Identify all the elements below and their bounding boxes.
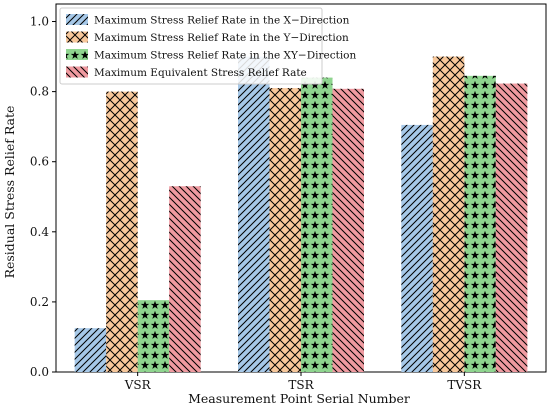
bar-vsr-series-1 bbox=[74, 328, 107, 372]
legend-label: Maximum Stress Relief Rate in the Y−Dire… bbox=[94, 32, 349, 44]
bar-vsr-series-4 bbox=[169, 186, 201, 372]
legend-label: Maximum Stress Relief Rate in the X−Dire… bbox=[94, 15, 350, 27]
bar-hatch bbox=[432, 56, 465, 372]
legend-label: Maximum Equivalent Stress Relief Rate bbox=[94, 67, 307, 79]
bar-tvsr-series-3 bbox=[464, 75, 496, 372]
bar-hatch bbox=[106, 91, 138, 372]
legend-swatch-hatch bbox=[66, 49, 88, 60]
legend-entry: Maximum Stress Relief Rate in the Y−Dire… bbox=[66, 31, 349, 44]
bar-hatch bbox=[74, 328, 107, 372]
bar-hatch bbox=[332, 88, 364, 372]
bar-vsr-series-2 bbox=[106, 91, 138, 372]
legend-swatch-hatch bbox=[66, 31, 88, 43]
bar-tvsr-series-4 bbox=[495, 83, 528, 372]
y-tick-label: 0.4 bbox=[30, 225, 49, 239]
x-tick-label: TVSR bbox=[447, 378, 482, 392]
x-tick-label: VSR bbox=[124, 378, 152, 392]
bar-hatch bbox=[238, 56, 270, 372]
legend-swatch-hatch bbox=[66, 66, 88, 78]
bar-tvsr-series-1 bbox=[401, 124, 433, 373]
y-tick-label: 0.6 bbox=[30, 155, 49, 169]
bar-hatch bbox=[269, 88, 301, 372]
legend-entry: Maximum Stress Relief Rate in the XY−Dir… bbox=[66, 49, 357, 62]
bar-hatch bbox=[401, 124, 433, 373]
legend: Maximum Stress Relief Rate in the X−Dire… bbox=[59, 7, 357, 85]
bar-tsr-series-4 bbox=[332, 88, 364, 372]
legend-entry: Maximum Stress Relief Rate in the X−Dire… bbox=[66, 14, 350, 27]
bar-hatch bbox=[495, 83, 528, 372]
bar-hatch bbox=[169, 186, 201, 372]
legend-label: Maximum Stress Relief Rate in the XY−Dir… bbox=[94, 50, 357, 62]
y-axis-label: Residual Stress Relief Rate bbox=[2, 106, 17, 279]
x-axis-label: Measurement Point Serial Number bbox=[188, 391, 410, 406]
y-tick-label: 0.2 bbox=[30, 295, 49, 309]
legend-swatch-hatch bbox=[66, 14, 88, 25]
y-tick-label: 0.8 bbox=[30, 85, 49, 99]
y-tick-label: 1.0 bbox=[30, 15, 49, 29]
bar-tvsr-series-2 bbox=[432, 56, 465, 372]
bar-tsr-series-1 bbox=[238, 56, 270, 372]
plot-area: 0.0 0.2 0.4 0.6 0.8 1.0 VSR TSR TVSR bbox=[30, 3, 547, 392]
bar-vsr-series-3 bbox=[137, 300, 170, 372]
x-tick-label: TSR bbox=[288, 378, 314, 392]
legend-box bbox=[59, 7, 323, 85]
bar-tsr-series-3 bbox=[301, 77, 333, 372]
bar-hatch bbox=[137, 300, 170, 372]
bar-tsr-series-2 bbox=[269, 88, 301, 372]
y-tick-label: 0.0 bbox=[30, 365, 49, 379]
bar-hatch bbox=[301, 77, 333, 372]
legend-entry: Maximum Equivalent Stress Relief Rate bbox=[66, 66, 307, 79]
bar-hatch bbox=[464, 75, 496, 372]
